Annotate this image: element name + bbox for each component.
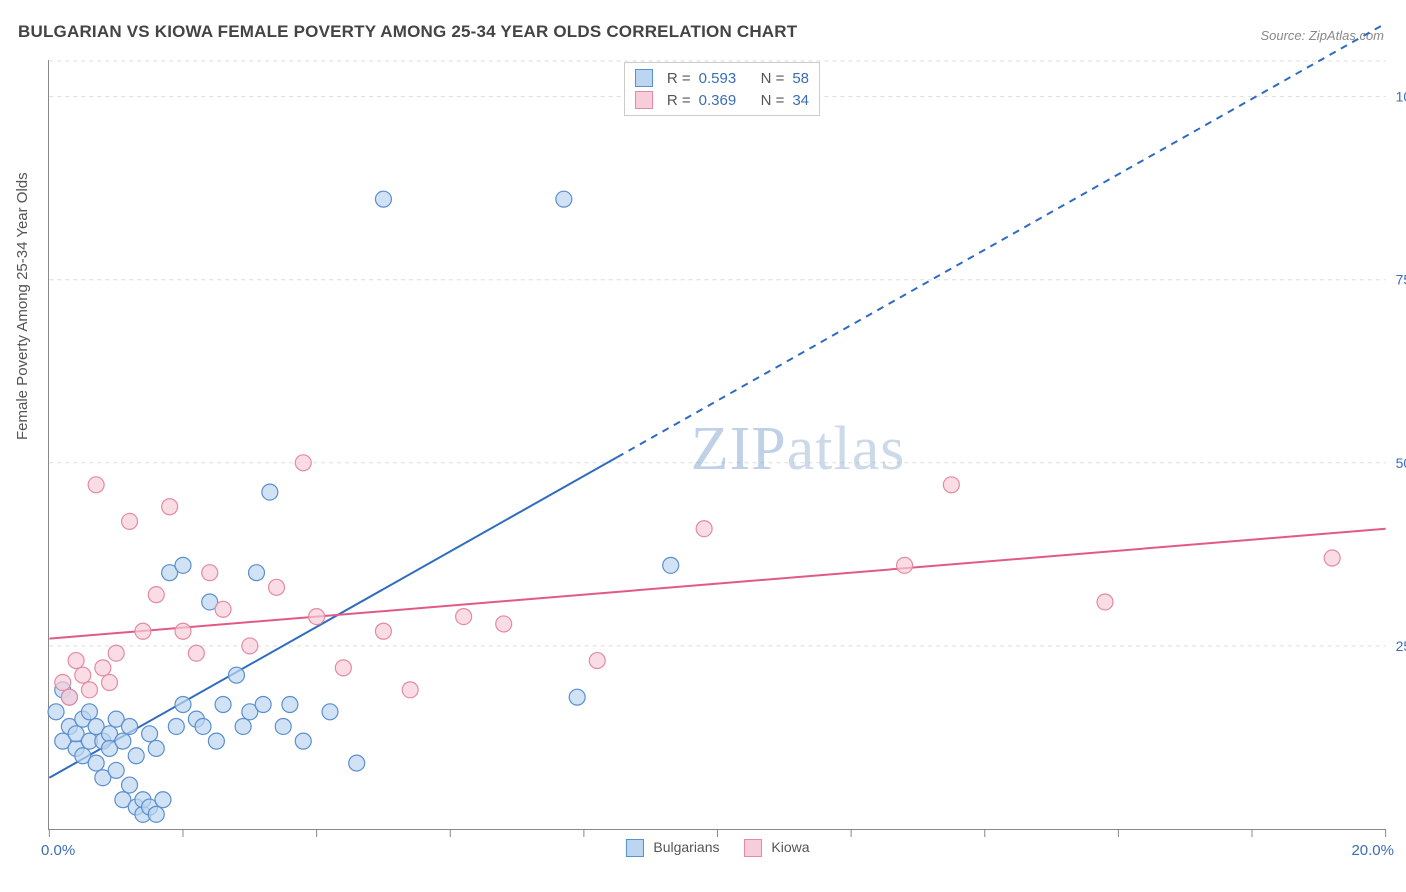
svg-text:100.0%: 100.0% — [1396, 89, 1406, 105]
legend-item: Kiowa — [744, 839, 810, 857]
r-label: R = — [667, 92, 691, 109]
legend-label: Bulgarians — [653, 839, 719, 855]
legend-label: Kiowa — [771, 839, 809, 855]
legend-swatch-icon — [635, 69, 653, 87]
legend-swatch-icon — [625, 839, 643, 857]
r-value: 0.593 — [699, 70, 737, 87]
x-axis-min-label: 0.0% — [41, 842, 75, 859]
chart-title: BULGARIAN VS KIOWA FEMALE POVERTY AMONG … — [18, 22, 797, 42]
y-axis-label: Female Poverty Among 25-34 Year Olds — [14, 172, 31, 440]
chart-container: BULGARIAN VS KIOWA FEMALE POVERTY AMONG … — [0, 0, 1406, 892]
legend-swatch-icon — [635, 91, 653, 109]
n-value: 58 — [792, 70, 809, 87]
n-label: N = — [761, 70, 785, 87]
n-value: 34 — [792, 92, 809, 109]
legend-swatch-icon — [744, 839, 762, 857]
scatter-svg: 25.0%50.0%75.0%100.0% — [49, 60, 1386, 829]
r-value: 0.369 — [699, 92, 737, 109]
correlation-legend-row: R = 0.593 N = 58 — [635, 67, 809, 89]
legend-item: Bulgarians — [625, 839, 719, 857]
r-label: R = — [667, 70, 691, 87]
svg-text:50.0%: 50.0% — [1396, 455, 1406, 471]
svg-text:75.0%: 75.0% — [1396, 272, 1406, 288]
plot-area: 25.0%50.0%75.0%100.0% ZIPatlas R = 0.593… — [48, 60, 1386, 830]
x-axis-max-label: 20.0% — [1351, 842, 1394, 859]
n-label: N = — [761, 92, 785, 109]
svg-text:25.0%: 25.0% — [1396, 638, 1406, 654]
correlation-legend: R = 0.593 N = 58 R = 0.369 N = 34 — [624, 62, 820, 116]
series-legend: Bulgarians Kiowa — [625, 839, 809, 857]
correlation-legend-row: R = 0.369 N = 34 — [635, 89, 809, 111]
